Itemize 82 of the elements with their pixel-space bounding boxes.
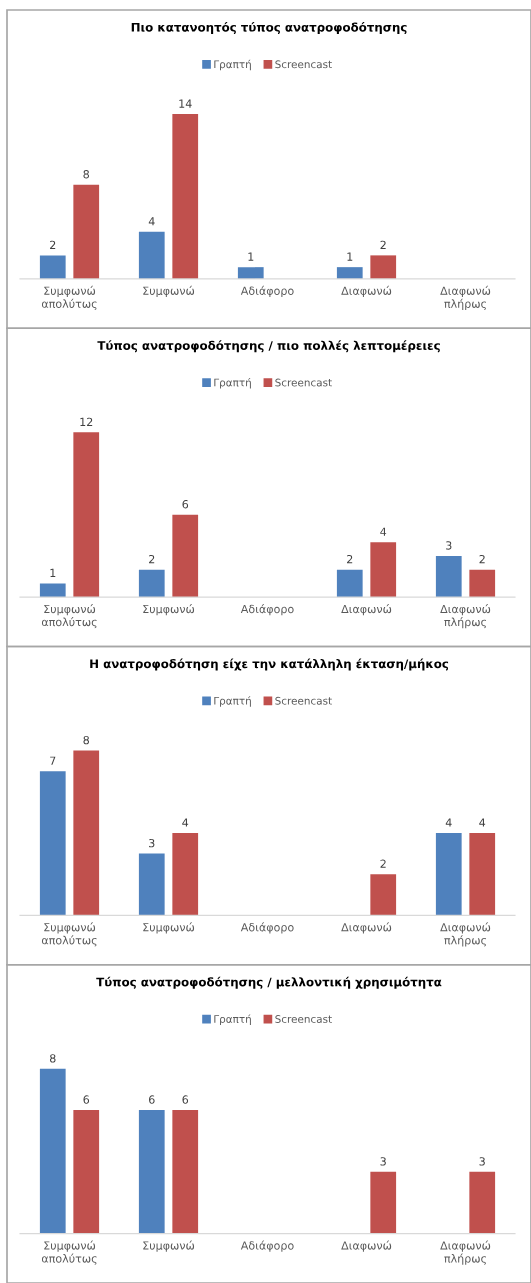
x-tick-label: Συμφωνώ: [143, 922, 195, 934]
data-label: 8: [83, 170, 90, 179]
x-tick-label: Διαφωνώ: [341, 604, 392, 616]
x-tick-label: Συμφωνώ απολύτως: [41, 285, 97, 311]
data-label: 2: [380, 859, 386, 868]
data-label: 3: [149, 838, 155, 848]
data-label: 3: [446, 541, 452, 550]
legend-label: Screencast: [275, 696, 332, 705]
bar: [73, 432, 100, 598]
x-tick-label: Διαφωνώ πλήρως: [440, 1240, 491, 1265]
x-tick-label: Συμφωνώ: [143, 1240, 195, 1252]
data-label: 1: [50, 568, 56, 577]
data-label: 4: [148, 217, 155, 226]
data-label: 3: [380, 1157, 386, 1166]
x-tick-label: Συμφωνώ: [143, 604, 195, 616]
data-label: 6: [149, 1095, 155, 1104]
data-label: 14: [179, 99, 192, 108]
bar: [138, 853, 165, 916]
x-tick-label: Αδιάφορο: [240, 922, 294, 934]
data-label: 7: [50, 756, 56, 765]
legend-label: Γραπτή: [214, 377, 251, 389]
bar: [39, 255, 66, 279]
data-label: 8: [49, 1054, 56, 1063]
bar: [469, 569, 496, 598]
legend-label: Γραπτή: [214, 1014, 251, 1025]
data-label: 4: [380, 527, 387, 536]
x-tick-label: Διαφωνώ πλήρως: [440, 922, 491, 947]
x-tick-label: Συμφωνώ απολύτως: [41, 922, 97, 947]
x-tick-label: Διαφωνώ: [341, 285, 392, 298]
bar: [435, 555, 462, 598]
x-tick-label: Αδιάφορο: [240, 285, 294, 298]
bar: [73, 750, 100, 916]
data-label: 6: [182, 500, 189, 509]
legend-label: Screencast: [275, 378, 332, 387]
bar: [39, 771, 66, 916]
data-label: 2: [347, 554, 353, 564]
data-label: 2: [479, 554, 485, 564]
bar: [336, 267, 363, 279]
x-tick-label: Συμφωνώ απολύτως: [41, 1240, 97, 1265]
data-label: 8: [83, 735, 90, 745]
chart-title: Τύπος ανατροφοδότησης / πιο πολλές λεπτομέρειες: [97, 340, 440, 353]
data-label: 2: [50, 240, 56, 249]
bar: [370, 255, 397, 279]
bar: [237, 267, 264, 279]
bar: [370, 874, 397, 916]
x-tick-label: Αδιάφορο: [240, 604, 294, 616]
data-label: 4: [182, 818, 189, 827]
bar: [370, 542, 397, 598]
chart-title: Πιο κατανοητός τύπος ανατροφοδότησης: [131, 22, 407, 34]
bar: [73, 184, 100, 279]
data-label: 4: [445, 818, 452, 827]
legend-label: Screencast: [275, 1015, 332, 1023]
x-tick-label: Αδιάφορο: [240, 1240, 294, 1252]
x-tick-label: Διαφωνώ πλήρως: [440, 285, 491, 311]
data-label: 1: [347, 252, 353, 261]
data-label: 1: [248, 252, 254, 261]
bar: [172, 833, 199, 916]
data-label: 6: [182, 1095, 189, 1104]
legend-label: Screencast: [275, 60, 332, 69]
x-tick-label: Συμφωνώ απολύτως: [41, 604, 97, 629]
data-label: 6: [83, 1095, 90, 1104]
chart-title: Τύπος ανατροφοδότησης / μελλοντική χρησιμότητα: [96, 976, 442, 989]
bar: [435, 833, 462, 916]
data-label: 3: [479, 1157, 485, 1166]
data-label: 12: [80, 417, 93, 426]
x-tick-label: Διαφωνώ: [341, 1240, 392, 1252]
bar: [138, 569, 165, 598]
bar: [39, 583, 66, 598]
bar: [138, 231, 165, 279]
data-label: 2: [149, 554, 155, 564]
bar: [172, 514, 199, 598]
data-label: 4: [479, 818, 486, 827]
chart-title: Η ανατροφοδότηση είχε την κατάλληλη έκταση/μήκος: [90, 658, 449, 671]
bar: [469, 833, 496, 916]
legend-label: Γραπτή: [214, 696, 251, 707]
x-tick-label: Διαφωνώ πλήρως: [440, 604, 491, 629]
data-label: 2: [380, 240, 386, 249]
bar: [172, 114, 199, 279]
legend-label: Γραπτή: [214, 59, 251, 71]
bar: [336, 569, 363, 598]
x-tick-label: Συμφωνώ: [143, 285, 195, 298]
x-tick-label: Διαφωνώ: [341, 922, 392, 934]
